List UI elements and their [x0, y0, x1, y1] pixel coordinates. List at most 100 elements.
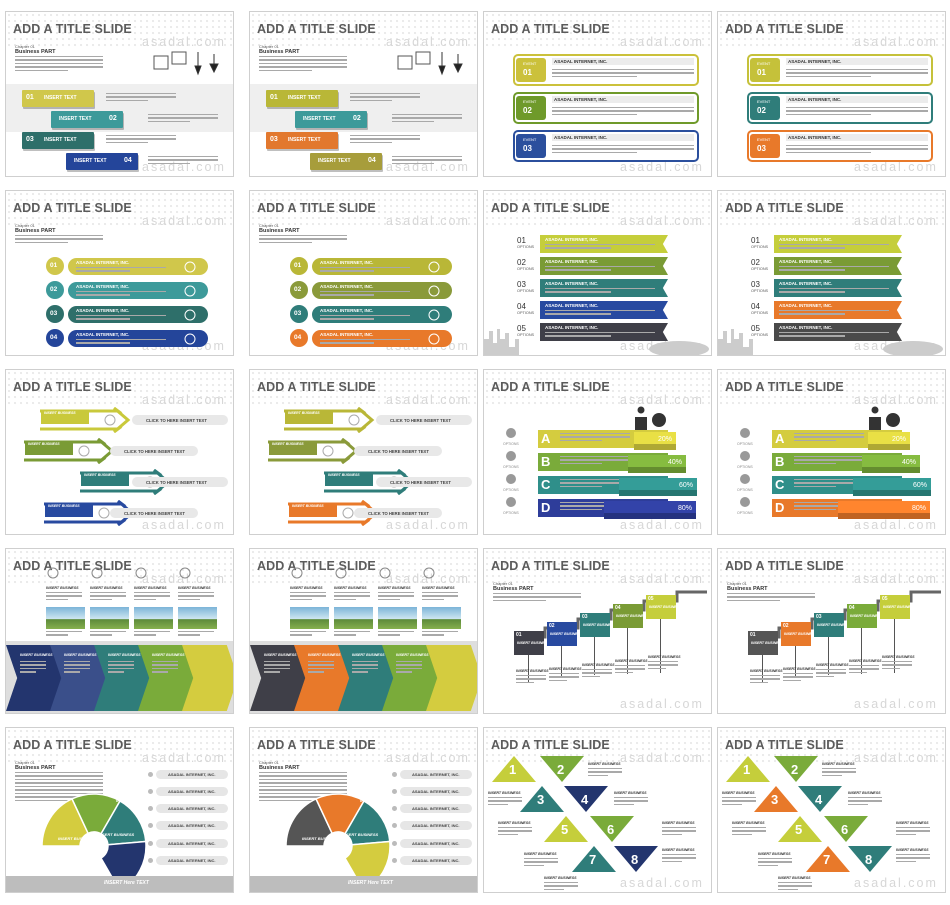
option-number: 03: [751, 280, 760, 289]
body-text-block: [76, 315, 166, 322]
text-line: [614, 800, 648, 802]
stair-caption: INSERT BUSINESS: [750, 669, 783, 673]
business-part-label: Business PART: [259, 765, 300, 771]
slide-thumbnail[interactable]: ADD A TITLE SLIDEasadal.comasadal.com01O…: [483, 190, 712, 356]
text-line: [15, 792, 103, 795]
text-line: [290, 595, 326, 597]
triangle-caption: INSERT BUSINESS: [524, 852, 557, 856]
company-name: ASADAL INTERNET, INC.: [545, 237, 599, 242]
slide-thumbnail[interactable]: ADD A TITLE SLIDE asadal.com asadal.com 1 2 3…: [483, 727, 712, 893]
text-line: [320, 267, 410, 269]
text-line: [108, 671, 124, 673]
landscape-photo: [134, 607, 173, 629]
click-here-pill: CLICK TO HERE INSERT TEXT: [376, 415, 472, 425]
text-line: [259, 778, 347, 781]
text-line: [545, 266, 655, 268]
text-line: [560, 433, 630, 435]
slide-thumbnail[interactable]: ADD A TITLE SLIDEasadal.comasadal.com01O…: [717, 190, 946, 356]
text-line: [108, 661, 134, 663]
event-label: EVENT: [757, 61, 771, 66]
slide-thumbnail[interactable]: ADD A TITLE SLIDE asadal.com asadal.com EVE…: [483, 11, 712, 177]
company-name: ASADAL INTERNET, INC.: [168, 772, 216, 777]
step-heading: INSERT BUSINESS: [134, 586, 167, 590]
text-line: [46, 592, 82, 594]
text-line: [20, 671, 36, 673]
slide-thumbnail[interactable]: ADD A TITLE SLIDEasadal.comasadal.comCha…: [249, 190, 478, 356]
band-letter: B: [775, 454, 785, 469]
option-stripe: ASADAL INTERNET, INC.: [774, 323, 902, 341]
text-line: [259, 775, 347, 777]
watermark: asadal.com: [620, 214, 704, 228]
company-name: ASADAL INTERNET, INC.: [76, 260, 130, 265]
text-line: [648, 661, 678, 663]
arrow-label-box: [289, 503, 337, 517]
text-line: [794, 502, 864, 504]
dot-pattern: [250, 370, 477, 408]
stair-block: 02 INSERT BUSINESS: [547, 622, 582, 646]
stair-number: 05: [882, 596, 888, 602]
option-stripe: ASADAL INTERNET, INC.: [540, 323, 668, 341]
text-line: [896, 827, 930, 829]
frames-and-lamps-icon: [390, 50, 470, 80]
slide-thumbnail[interactable]: ADD A TITLE SLIDEasadal.comasadal.comINS…: [5, 548, 234, 714]
event-label: EVENT: [523, 61, 537, 66]
company-pill: ASADAL INTERNET, INC.: [400, 787, 472, 796]
text-line: [783, 679, 801, 682]
pill-dot: [148, 772, 153, 777]
chevron-label: INSERT BUSINESS: [396, 653, 429, 657]
option-label: OPTIONS: [737, 488, 753, 492]
text-line: [350, 135, 420, 137]
text-line: [727, 593, 815, 595]
text-line: [786, 113, 872, 116]
slide-thumbnail[interactable]: ADD A TITLE SLIDE asadal.com asadal.com OPT…: [717, 369, 946, 535]
slide-thumbnail[interactable]: ADD A TITLE SLIDEasadal.comasadal.comCha…: [5, 190, 234, 356]
chevron-label: INSERT BUSINESS: [308, 653, 341, 657]
text-line: [582, 675, 600, 678]
stair-label: INSERT BUSINESS: [751, 641, 784, 645]
text-line: [552, 145, 694, 147]
slide-thumbnail[interactable]: ADD A TITLE SLIDEasadal.comasadal.comCha…: [249, 727, 478, 893]
body-text-block: [545, 244, 655, 251]
slide-thumbnail[interactable]: ADD A TITLE SLIDE asadal.com asadal.com OPT…: [483, 369, 712, 535]
watermark: asadal.com: [386, 572, 470, 586]
text-line: [848, 797, 882, 799]
watermark: asadal.com: [854, 876, 938, 890]
watermark: asadal.com: [854, 572, 938, 586]
slide-thumbnail[interactable]: ADD A TITLE SLIDEasadal.comasadal.comCha…: [5, 727, 234, 893]
body-text-block: [320, 291, 410, 298]
company-pill: ASADAL INTERNET, INC.: [156, 770, 228, 779]
person-and-money-icon: [632, 406, 672, 430]
pyramid-percent: 40%: [902, 459, 917, 466]
text-line: [108, 667, 134, 670]
text-line: [786, 107, 928, 109]
body-text-block: [290, 631, 326, 638]
chapter-label: Chapter 01: [727, 581, 747, 586]
text-line: [15, 235, 103, 237]
slide-thumbnail[interactable]: ADD A TITLE SLIDE asadal.com asadal.com EVE…: [717, 11, 946, 177]
skyline-graphic: [484, 299, 711, 355]
slide-thumbnail[interactable]: ADD A TITLE SLIDEasadal.comasadal.comINS…: [249, 548, 478, 714]
text-line: [779, 332, 889, 334]
pill-dot: [392, 858, 397, 863]
stair-caption: INSERT BUSINESS: [549, 667, 582, 671]
triangle-caption: INSERT BUSINESS: [822, 762, 855, 766]
slide-thumbnail[interactable]: ADD A TITLE SLIDE asadal.com asadal.com 1 2 3…: [717, 727, 946, 893]
text-line: [779, 269, 845, 271]
stair-block: 03 INSERT BUSINESS: [580, 613, 615, 637]
text-line: [106, 141, 148, 144]
arrow-label: INSERT BUSINESS: [292, 504, 324, 508]
text-line: [545, 291, 611, 293]
business-part-label: Business PART: [15, 765, 56, 771]
body-text-block: [76, 291, 166, 298]
body-text-block: [259, 772, 347, 803]
connector-line: [762, 655, 763, 683]
option-stripe: ASADAL INTERNET, INC.: [774, 257, 902, 275]
company-name: ASADAL INTERNET, INC.: [788, 59, 842, 64]
triangle-number: 2: [791, 762, 799, 777]
